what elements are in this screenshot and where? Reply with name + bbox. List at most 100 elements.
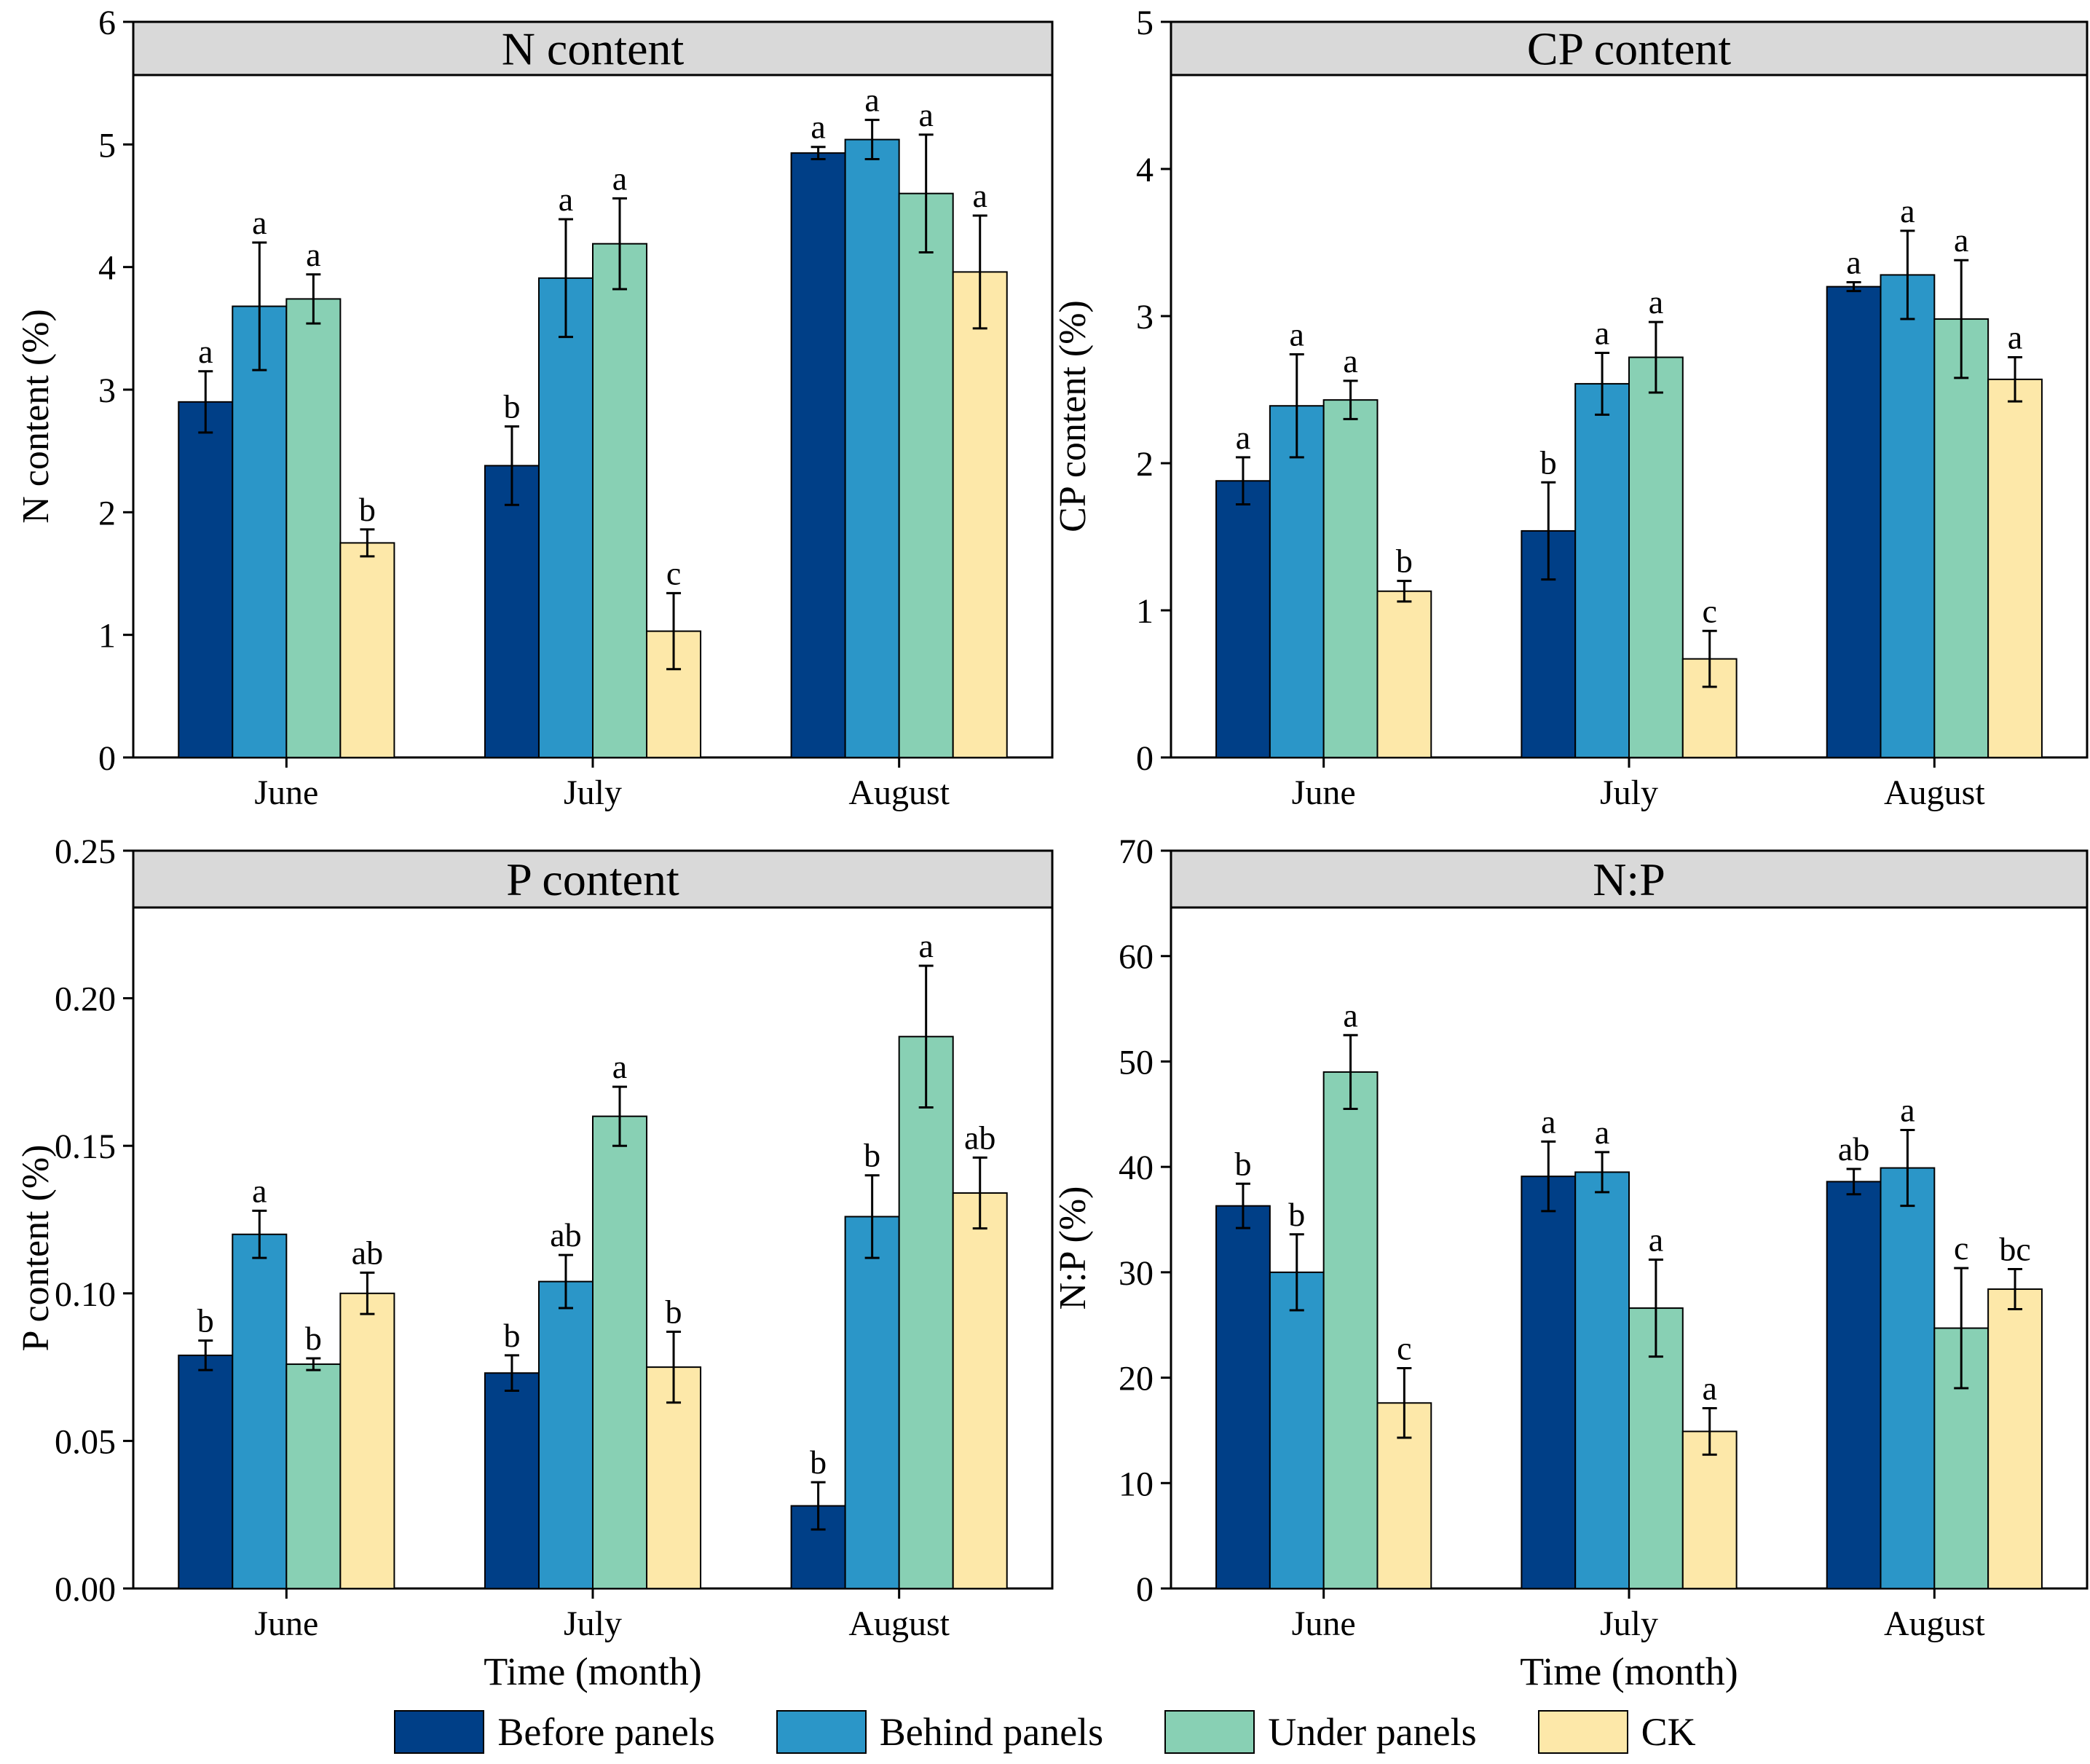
y-axis-label: CP content (%) <box>1052 300 1094 532</box>
x-tick-label: August <box>1884 773 1985 812</box>
significance-letter: b <box>359 491 376 528</box>
significance-letter: b <box>1396 543 1413 580</box>
x-tick-label: August <box>1884 1604 1985 1643</box>
significance-letter: b <box>197 1302 214 1339</box>
significance-letter: ab <box>352 1234 383 1271</box>
bar-behind-panels-july <box>1574 382 1630 758</box>
y-tick-label: 3 <box>1136 298 1154 336</box>
bar-behind-panels-august <box>1880 274 1936 758</box>
significance-letter: ab <box>1838 1130 1869 1168</box>
legend-item-before-panels: Before panels <box>394 1709 715 1755</box>
y-tick-label: 0 <box>1136 1570 1154 1609</box>
bar-under-panels-july <box>1628 356 1684 758</box>
bar-under-panels-july <box>592 243 648 758</box>
x-tick-label: July <box>1600 773 1658 812</box>
bar-behind-panels-july <box>537 1280 594 1590</box>
significance-letter: c <box>1397 1330 1411 1367</box>
y-axis-label: N:P (%) <box>1052 1186 1094 1310</box>
legend-swatch-ck <box>1537 1710 1628 1754</box>
y-tick-label: 3 <box>98 371 116 410</box>
panel-title: CP content <box>1527 23 1732 75</box>
significance-letter: a <box>1900 1091 1914 1128</box>
bar-ck-june <box>339 542 395 759</box>
panel-cp-content: CP content 0 1 2 3 4 5 CP content (%) June a a a b Ju… <box>1052 4 2089 812</box>
significance-letter: a <box>811 109 825 146</box>
y-tick-label: 6 <box>98 4 116 42</box>
bar-before-panels-june <box>178 1354 234 1589</box>
significance-letter: a <box>612 1048 627 1085</box>
bar-behind-panels-july <box>537 277 594 759</box>
y-tick-label: 0 <box>98 739 116 778</box>
bar-ck-june <box>339 1292 395 1590</box>
significance-letter: b <box>1288 1196 1305 1233</box>
panel-n-content: N content 0 1 2 3 4 5 6 N content (%) June a a a b Jul… <box>15 4 1054 812</box>
bar-under-panels-june <box>285 1363 342 1589</box>
x-tick-label: June <box>1292 1604 1356 1643</box>
significance-letter: a <box>1290 316 1304 353</box>
x-tick-label: July <box>564 773 622 812</box>
panel-title: P content <box>506 854 679 905</box>
y-tick-label: 70 <box>1119 832 1154 871</box>
x-axis-label: Time (month) <box>484 1650 702 1693</box>
bar-before-panels-august <box>1826 1181 1882 1589</box>
significance-letter: a <box>252 1172 267 1209</box>
y-tick-label: 4 <box>1136 151 1154 189</box>
significance-letter: a <box>1595 1114 1609 1151</box>
significance-letter: b <box>666 1293 682 1330</box>
panel-p-content: P content 0.00 0.05 0.10 0.15 0.20 0.25 P conte… <box>15 832 1054 1693</box>
x-tick-label: August <box>848 773 950 812</box>
significance-letter: a <box>1649 283 1663 320</box>
x-tick-label: June <box>254 773 318 812</box>
y-tick-label: 0.15 <box>55 1127 116 1166</box>
legend-item-ck: CK <box>1537 1709 1696 1755</box>
y-tick-label: 4 <box>98 249 116 288</box>
significance-letter: a <box>198 333 213 370</box>
y-tick-label: 1 <box>1136 592 1154 631</box>
y-tick-label: 0.05 <box>55 1422 116 1461</box>
significance-letter: a <box>2008 319 2022 356</box>
y-tick-label: 50 <box>1119 1043 1154 1082</box>
significance-letter: a <box>973 177 987 214</box>
significance-letter: b <box>305 1320 322 1357</box>
significance-letter: a <box>1343 342 1357 379</box>
bar-behind-panels-june <box>1269 405 1325 758</box>
significance-letter: ab <box>550 1216 581 1253</box>
y-tick-label: 0.25 <box>55 832 116 871</box>
significance-letter: a <box>1541 1103 1555 1140</box>
y-axis-label: N content (%) <box>15 309 57 524</box>
y-tick-label: 1 <box>98 617 116 655</box>
y-tick-label: 0.10 <box>55 1275 116 1314</box>
significance-letter: a <box>1846 244 1861 281</box>
bar-before-panels-july <box>1521 1176 1577 1589</box>
bar-before-panels-june <box>178 401 234 758</box>
y-tick-label: 20 <box>1119 1360 1154 1398</box>
y-tick-label: 10 <box>1119 1465 1154 1503</box>
significance-letter: b <box>810 1444 827 1481</box>
bar-before-panels-june <box>1215 1205 1271 1589</box>
legend-label-under-panels: Under panels <box>1268 1710 1477 1754</box>
bar-before-panels-july <box>484 465 540 758</box>
bar-behind-panels-august <box>1880 1167 1936 1589</box>
bar-before-panels-june <box>1215 480 1271 758</box>
x-axis-label: Time (month) <box>1520 1650 1738 1693</box>
bar-ck-july <box>646 1366 702 1589</box>
bar-behind-panels-august <box>844 138 900 759</box>
bar-ck-august <box>1987 1288 2043 1590</box>
significance-letter: a <box>864 82 879 119</box>
legend-item-under-panels: Under panels <box>1164 1709 1477 1755</box>
significance-letter: b <box>1540 444 1557 481</box>
y-tick-label: 40 <box>1119 1149 1154 1187</box>
y-tick-label: 5 <box>1136 4 1154 42</box>
panel-header <box>132 849 1054 909</box>
bar-behind-panels-june <box>232 305 288 758</box>
significance-letter: b <box>864 1137 880 1174</box>
bar-under-panels-june <box>1322 399 1379 758</box>
bar-behind-panels-july <box>1574 1171 1630 1589</box>
legend-swatch-before-panels <box>394 1710 485 1754</box>
bar-ck-august <box>952 1192 1008 1589</box>
significance-letter: b <box>503 1317 520 1354</box>
legend-label-before-panels: Before panels <box>497 1710 715 1754</box>
x-tick-label: July <box>1600 1604 1658 1643</box>
panel-title: N:P <box>1593 854 1665 905</box>
